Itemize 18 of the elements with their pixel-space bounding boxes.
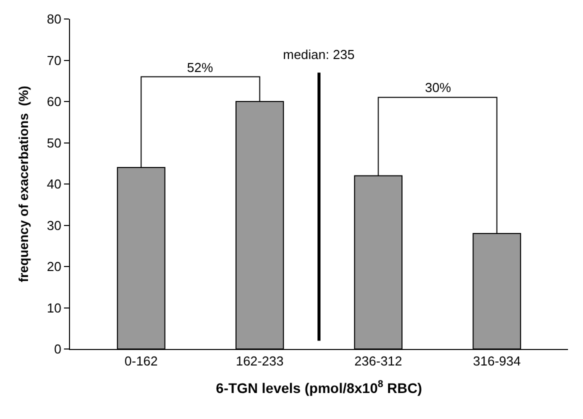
x-tick-label: 162-233 <box>236 354 284 369</box>
x-tick-label: 316-934 <box>473 354 521 369</box>
y-tick-label: 70 <box>46 52 62 68</box>
y-tick-label: 10 <box>46 300 62 316</box>
y-tick-label: 30 <box>46 218 62 233</box>
y-tick-label: 20 <box>46 259 62 274</box>
y-tick-label: 60 <box>46 94 62 110</box>
y-tick-label: 40 <box>46 176 62 192</box>
x-axis-title: 6-TGN levels (pmol/8x10$^{8}$ RBC) <box>216 379 422 396</box>
x-tick-label: 0-162 <box>124 354 158 369</box>
y-axis-title: frequency of exacerbations (%) <box>16 86 31 282</box>
annotation: 52% <box>187 60 214 75</box>
y-tick-label: 0 <box>54 342 62 357</box>
annotation: median: 235 <box>283 47 355 62</box>
y-tick-label: 50 <box>46 135 62 150</box>
annotation: 30% <box>425 80 452 95</box>
x-tick-label: 236-312 <box>354 354 402 369</box>
y-tick-label: 80 <box>46 12 62 27</box>
